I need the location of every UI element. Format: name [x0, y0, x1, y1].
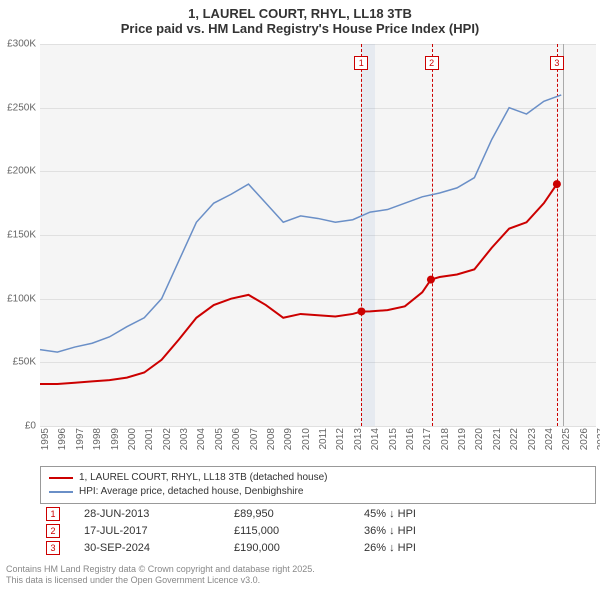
y-tick-label: £50K	[13, 357, 36, 368]
sale-date: 17-JUL-2017	[84, 525, 234, 537]
sale-diff: 26% ↓ HPI	[364, 542, 494, 554]
x-tick-label: 2023	[527, 428, 538, 450]
x-tick-label: 2000	[127, 428, 138, 450]
sale-price: £89,950	[234, 508, 364, 520]
x-tick-label: 2026	[579, 428, 590, 450]
sale-point-dot	[553, 180, 561, 188]
x-tick-label: 2005	[214, 428, 225, 450]
x-tick-label: 2014	[370, 428, 381, 450]
legend-label: HPI: Average price, detached house, Denb…	[79, 485, 303, 499]
y-tick-label: £0	[25, 421, 36, 432]
chart-title: 1, LAUREL COURT, RHYL, LL18 3TB Price pa…	[0, 0, 600, 40]
x-tick-label: 2022	[509, 428, 520, 450]
sale-marker-badge: 2	[425, 56, 439, 70]
sales-row: 2 17-JUL-2017 £115,000 36% ↓ HPI	[40, 522, 596, 539]
sale-date: 30-SEP-2024	[84, 542, 234, 554]
legend-swatch	[49, 491, 73, 493]
y-axis: £0£50K£100K£150K£200K£250K£300K	[0, 44, 40, 426]
sale-point-dot	[427, 276, 435, 284]
sale-marker-icon: 3	[46, 541, 60, 555]
x-tick-label: 2027	[596, 428, 600, 450]
x-tick-label: 2002	[162, 428, 173, 450]
legend-item: 1, LAUREL COURT, RHYL, LL18 3TB (detache…	[49, 471, 587, 485]
sales-row: 3 30-SEP-2024 £190,000 26% ↓ HPI	[40, 539, 596, 556]
footer-line1: Contains HM Land Registry data © Crown c…	[6, 564, 315, 575]
x-tick-label: 2013	[353, 428, 364, 450]
x-tick-label: 2016	[405, 428, 416, 450]
x-tick-label: 2008	[266, 428, 277, 450]
x-tick-label: 2012	[335, 428, 346, 450]
legend-label: 1, LAUREL COURT, RHYL, LL18 3TB (detache…	[79, 471, 327, 485]
x-tick-label: 2024	[544, 428, 555, 450]
sale-marker-icon: 1	[46, 507, 60, 521]
x-tick-label: 2021	[492, 428, 503, 450]
sales-table: 1 28-JUN-2013 £89,950 45% ↓ HPI 2 17-JUL…	[40, 505, 596, 556]
title-line1: 1, LAUREL COURT, RHYL, LL18 3TB	[0, 6, 600, 21]
y-tick-label: £300K	[7, 39, 36, 50]
x-tick-label: 2009	[283, 428, 294, 450]
sale-point-dot	[357, 307, 365, 315]
x-tick-label: 1996	[57, 428, 68, 450]
y-tick-label: £250K	[7, 102, 36, 113]
x-tick-label: 2001	[144, 428, 155, 450]
y-tick-label: £100K	[7, 293, 36, 304]
title-line2: Price paid vs. HM Land Registry's House …	[0, 21, 600, 36]
x-tick-label: 2011	[318, 428, 329, 450]
price-paid-line	[40, 184, 557, 384]
x-tick-label: 2004	[196, 428, 207, 450]
sale-price: £190,000	[234, 542, 364, 554]
legend: 1, LAUREL COURT, RHYL, LL18 3TB (detache…	[40, 466, 596, 504]
x-tick-label: 1998	[92, 428, 103, 450]
sale-marker-badge: 1	[354, 56, 368, 70]
chart-lines	[40, 44, 596, 426]
x-tick-label: 2003	[179, 428, 190, 450]
x-tick-label: 2020	[474, 428, 485, 450]
sale-marker-icon: 2	[46, 524, 60, 538]
sale-price: £115,000	[234, 525, 364, 537]
sale-diff: 36% ↓ HPI	[364, 525, 494, 537]
x-tick-label: 1999	[110, 428, 121, 450]
x-tick-label: 2007	[249, 428, 260, 450]
sale-diff: 45% ↓ HPI	[364, 508, 494, 520]
sale-marker-badge: 3	[550, 56, 564, 70]
x-tick-label: 2025	[561, 428, 572, 450]
x-tick-label: 2010	[301, 428, 312, 450]
legend-item: HPI: Average price, detached house, Denb…	[49, 485, 587, 499]
x-tick-label: 2018	[440, 428, 451, 450]
y-tick-label: £200K	[7, 166, 36, 177]
chart-plot-area: 1 2 3	[40, 44, 596, 426]
x-tick-label: 1997	[75, 428, 86, 450]
x-tick-label: 2017	[422, 428, 433, 450]
sales-row: 1 28-JUN-2013 £89,950 45% ↓ HPI	[40, 505, 596, 522]
x-tick-label: 1995	[40, 428, 51, 450]
sale-date: 28-JUN-2013	[84, 508, 234, 520]
footer-line2: This data is licensed under the Open Gov…	[6, 575, 315, 586]
x-tick-label: 2015	[388, 428, 399, 450]
y-tick-label: £150K	[7, 230, 36, 241]
x-tick-label: 2019	[457, 428, 468, 450]
x-tick-label: 2006	[231, 428, 242, 450]
footer: Contains HM Land Registry data © Crown c…	[6, 564, 315, 586]
legend-swatch	[49, 477, 73, 479]
